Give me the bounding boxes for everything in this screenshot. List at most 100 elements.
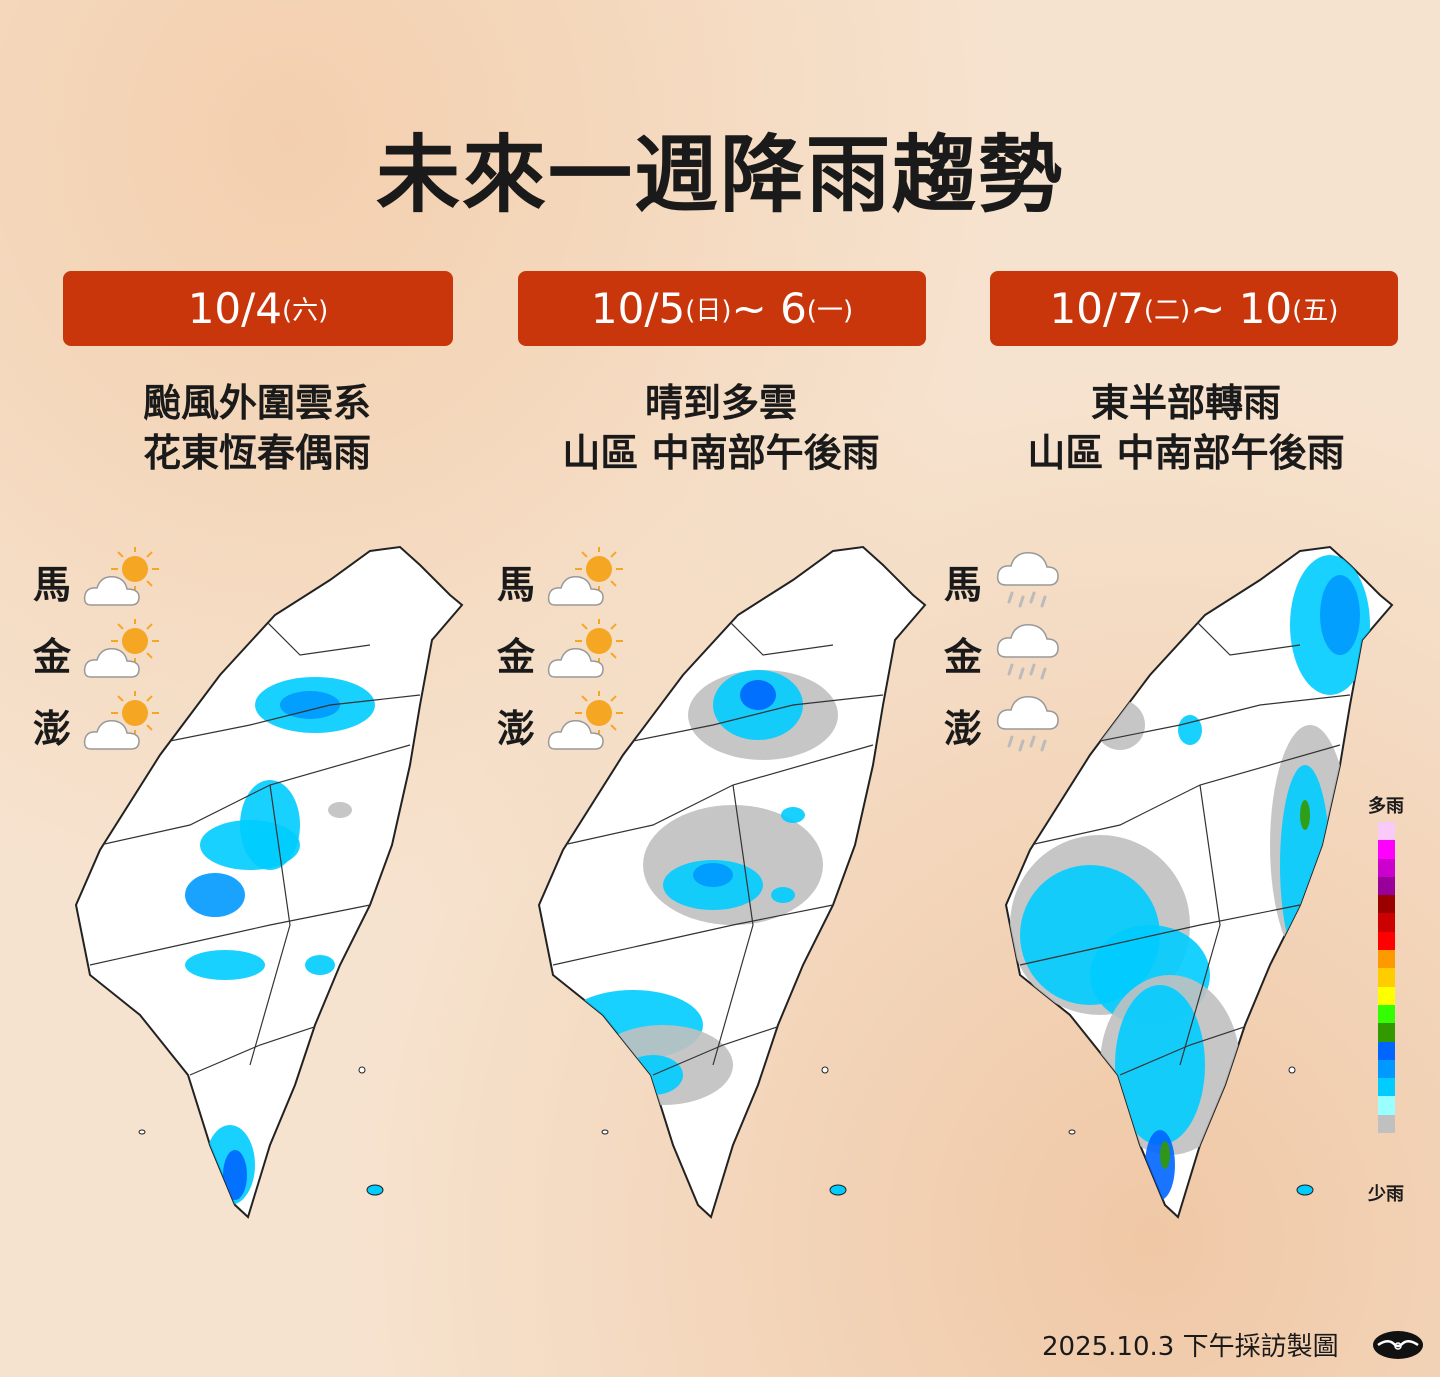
rain-area (223, 1150, 247, 1200)
description-line: 颱風外圍雲系 (142, 381, 371, 425)
green-island (829, 1184, 847, 1196)
legend-swatch (1378, 913, 1395, 932)
rain-area (693, 863, 733, 887)
island-row: 金 (497, 617, 629, 689)
legend-bottom-label: 少雨 (1368, 1184, 1404, 1205)
rain-cloud-icon (994, 687, 1076, 763)
rainfall-legend (1378, 822, 1395, 1134)
island-name: 澎 (497, 706, 536, 751)
island-row: 澎 (33, 689, 165, 761)
description-line: 東半部轉雨 (1090, 381, 1281, 425)
island-row: 金 (944, 617, 1076, 689)
rain-area (328, 802, 352, 818)
island-name: 馬 (944, 562, 983, 607)
weekday-end: (五) (1292, 296, 1339, 326)
partly-sunny-icon (547, 545, 629, 615)
rain-area (771, 887, 795, 903)
date-end: ~ 6 (731, 284, 807, 333)
legend-top-label: 多雨 (1368, 796, 1404, 817)
rain-area (200, 820, 300, 870)
rain-area (185, 873, 245, 917)
rain-area (1095, 700, 1145, 750)
taiwan-rainfall-map (1004, 545, 1394, 1219)
weekday: (六) (282, 296, 329, 326)
legend-swatch (1378, 1114, 1395, 1134)
legend-swatch (1378, 858, 1395, 877)
island-row: 馬 (33, 545, 165, 617)
rain-area (1115, 985, 1205, 1145)
rain-area (1320, 575, 1360, 655)
rain-area (280, 691, 340, 719)
islet (821, 1066, 829, 1074)
island-name: 金 (33, 634, 72, 679)
forecast-description: 晴到多雲 山區 中南部午後雨 (521, 378, 921, 478)
forecast-description: 颱風外圍雲系 花東恆春偶雨 (57, 378, 457, 478)
island-name: 金 (944, 634, 983, 679)
taiwan-outline (74, 545, 464, 1219)
date-range-badge: 10/4 (六) (63, 271, 453, 346)
description-line: 山區 中南部午後雨 (562, 431, 880, 475)
rain-area (740, 680, 776, 710)
partly-sunny-icon (83, 545, 165, 615)
island-name: 馬 (497, 562, 536, 607)
date-range-badge: 10/7 (二) ~ 10 (五) (990, 271, 1398, 346)
description-line: 花東恆春偶雨 (142, 431, 371, 475)
legend-swatch (1378, 1041, 1395, 1060)
legend-swatch (1378, 931, 1395, 951)
legend-swatch (1378, 876, 1395, 896)
description-line: 晴到多雲 (644, 381, 797, 425)
rain-area (1145, 1130, 1175, 1200)
outlying-islands-forecast: 馬金澎 (33, 545, 165, 761)
legend-swatch (1378, 1023, 1395, 1042)
island-name: 澎 (944, 706, 983, 751)
island-row: 馬 (944, 545, 1076, 617)
liuqiu-island (138, 1129, 146, 1135)
date-main: 10/7 (1049, 284, 1144, 333)
legend-swatch (1378, 840, 1395, 859)
islet (358, 1066, 366, 1074)
rain-area (185, 950, 265, 980)
weekday: (二) (1143, 296, 1191, 326)
description-line: 山區 中南部午後雨 (1027, 431, 1345, 475)
taiwan-rainfall-map (74, 545, 464, 1219)
partly-sunny-icon (547, 689, 629, 759)
cwa-logo-icon (1373, 1331, 1423, 1359)
rain-area (1160, 1141, 1170, 1169)
island-name: 馬 (33, 562, 72, 607)
island-row: 澎 (497, 689, 629, 761)
date-end: ~ 10 (1190, 284, 1293, 333)
outlying-islands-forecast: 馬金澎 (497, 545, 629, 761)
islet (1288, 1066, 1296, 1074)
legend-swatch (1378, 1059, 1395, 1079)
rain-area (781, 807, 805, 823)
legend-swatch (1378, 1004, 1395, 1024)
outlying-islands-forecast: 馬金澎 (944, 545, 1076, 761)
island-row: 金 (33, 617, 165, 689)
partly-sunny-icon (83, 617, 165, 687)
partly-sunny-icon (547, 617, 629, 687)
legend-swatch (1378, 895, 1395, 914)
rain-cloud-icon (994, 615, 1076, 691)
legend-swatch (1378, 1096, 1395, 1115)
forecast-description: 東半部轉雨 山區 中南部午後雨 (986, 378, 1386, 478)
rain-cloud-icon (994, 543, 1076, 619)
legend-swatch (1378, 822, 1395, 841)
county-borders (89, 604, 421, 1076)
liuqiu-island (1068, 1129, 1076, 1135)
rain-area (1178, 715, 1202, 745)
taiwan-rainfall-map (537, 545, 927, 1219)
legend-swatch (1378, 1078, 1395, 1097)
footer-credit: 2025.10.3 下午採訪製圖 (1042, 1332, 1339, 1362)
legend-swatch (1378, 950, 1395, 969)
date-main: 10/4 (187, 284, 283, 333)
page-title: 未來一週降雨趨勢 (375, 126, 1064, 224)
date-main: 10/5 (590, 284, 686, 333)
weekday: (日) (685, 296, 732, 326)
island-row: 馬 (497, 545, 629, 617)
legend-swatch (1378, 986, 1395, 1005)
rain-area (305, 955, 335, 975)
rain-area (1300, 800, 1310, 830)
weekday-end: (一) (806, 296, 854, 326)
date-range-badge: 10/5 (日) ~ 6 (一) (518, 271, 926, 346)
liuqiu-island (601, 1129, 609, 1135)
